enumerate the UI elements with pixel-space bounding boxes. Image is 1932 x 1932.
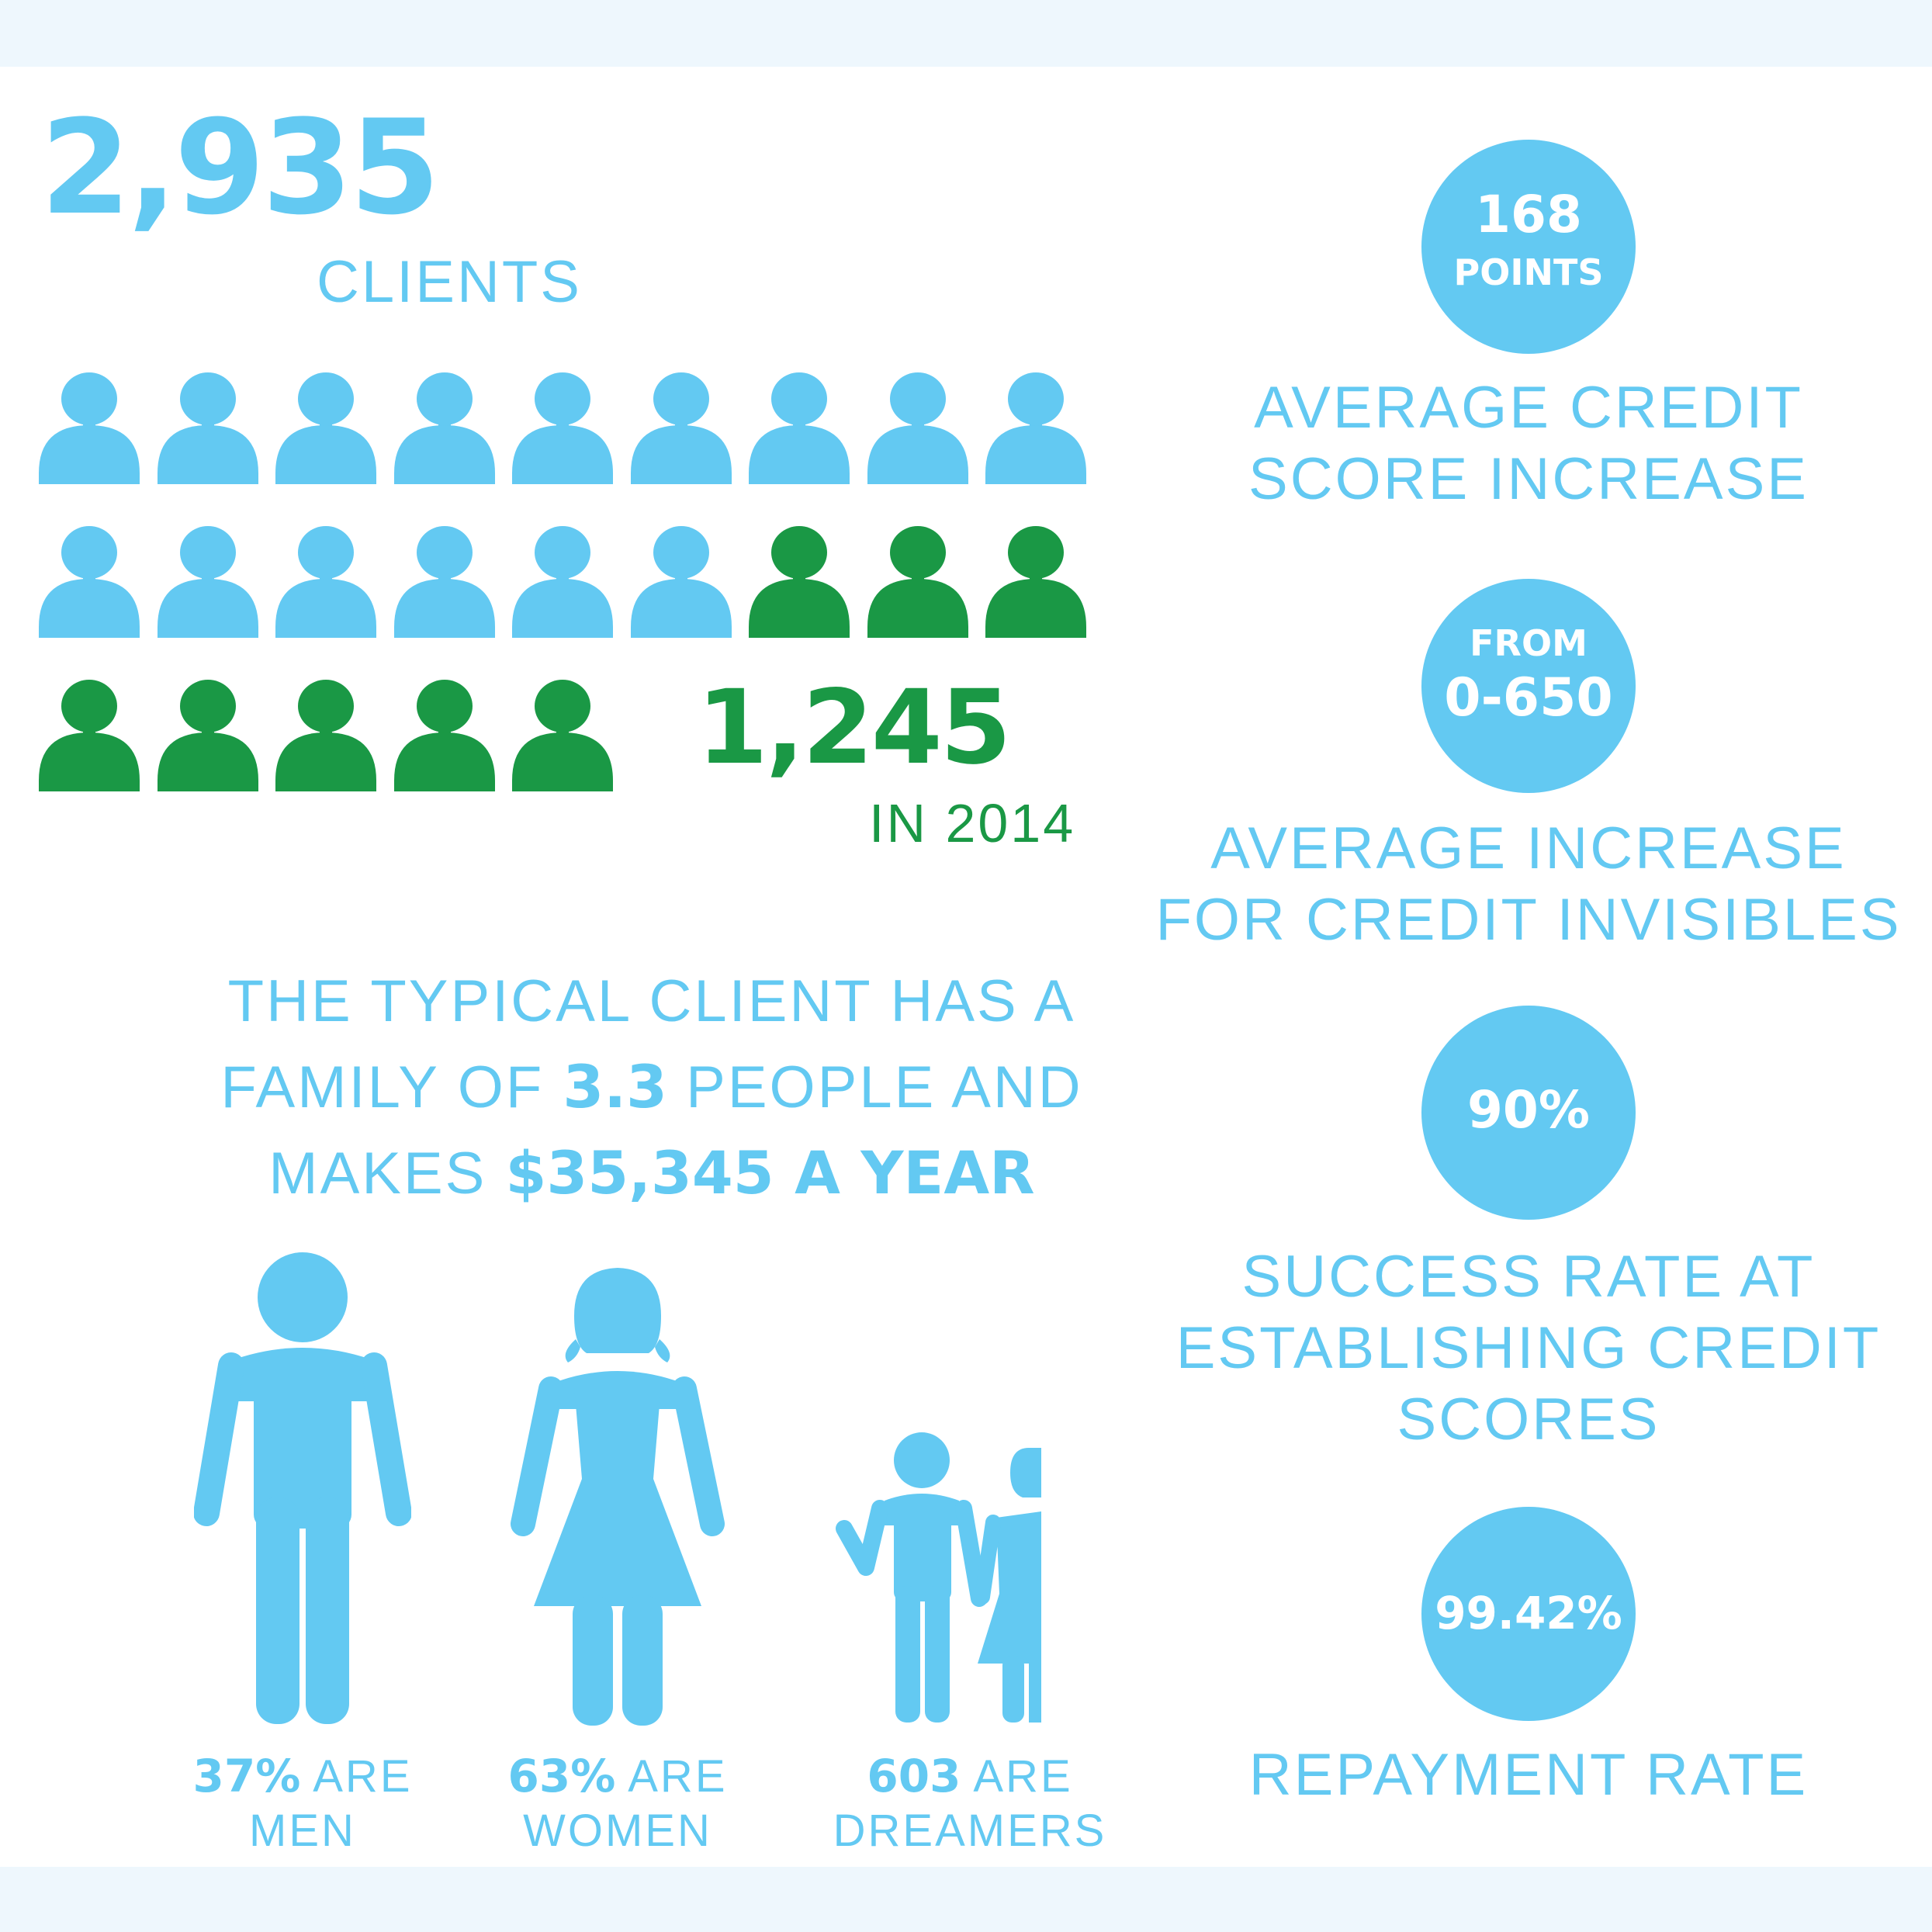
- typical-line-2-suffix: PEOPLE AND: [667, 1054, 1083, 1120]
- person-icon: [393, 371, 495, 484]
- women-percent: 63%: [507, 1750, 616, 1802]
- clients-2014-label: IN 2014: [869, 793, 1076, 853]
- credit-increase-unit: POINTS: [1453, 251, 1604, 293]
- credit-increase-description: AVERAGE CREDIT SCORE INCREASE: [1133, 372, 1924, 515]
- success-line-1: SUCCESS RATE AT: [1241, 1244, 1816, 1310]
- person-icon: [157, 525, 258, 638]
- person-icon: [39, 525, 140, 638]
- men-label: 37% ARE MEN: [124, 1749, 481, 1858]
- clients-count: 2,935: [40, 92, 440, 244]
- man-icon: [194, 1249, 411, 1726]
- family-size-value: 3.3: [563, 1052, 668, 1121]
- clients-2014-count: 1,245: [697, 668, 1012, 788]
- person-icon: [867, 371, 968, 484]
- children-icon: [830, 1431, 1047, 1726]
- person-icon: [275, 525, 376, 638]
- repayment-description: REPAYMENT RATE: [1133, 1740, 1924, 1811]
- men-label-suffix: ARE: [300, 1751, 413, 1802]
- invisibles-circle: FROM 0-650: [1421, 579, 1636, 793]
- men-percent: 37%: [192, 1750, 301, 1802]
- men-label-line-2: MEN: [249, 1806, 356, 1856]
- dreamers-label-line-1: 603 ARE: [791, 1749, 1148, 1804]
- repayment-value: 99.42%: [1435, 1587, 1622, 1639]
- credit-increase-line-1: AVERAGE CREDIT: [1254, 375, 1803, 441]
- clients-label: CLIENTS: [317, 249, 582, 315]
- person-icon: [867, 525, 968, 638]
- person-icon: [630, 525, 732, 638]
- typical-line-2: FAMILY OF 3.3 PEOPLE AND: [202, 1044, 1102, 1130]
- credit-increase-value: 168: [1475, 185, 1582, 244]
- dreamers-count: 603: [867, 1750, 961, 1802]
- success-circle: 90%: [1421, 1006, 1636, 1220]
- men-label-line-1: 37% ARE: [124, 1749, 481, 1804]
- credit-increase-circle: 168 POINTS: [1421, 140, 1636, 354]
- people-icon-grid: [39, 371, 1094, 791]
- person-icon: [749, 525, 850, 638]
- credit-increase-line-2: SCORE INCREASE: [1248, 446, 1809, 512]
- success-line-2: ESTABLISHING CREDIT: [1175, 1315, 1882, 1381]
- invisibles-line-1: AVERAGE INCREASE: [1210, 815, 1847, 881]
- person-icon: [749, 371, 850, 484]
- dreamers-label: 603 ARE DREAMERS: [791, 1749, 1148, 1858]
- typical-line-3: MAKES $35,345 A YEAR: [202, 1130, 1102, 1217]
- invisibles-value: 0-650: [1444, 667, 1613, 729]
- women-label: 63% ARE WOMEN: [439, 1749, 796, 1858]
- person-icon: [275, 678, 376, 791]
- success-line-3: SCORES: [1397, 1387, 1660, 1452]
- dreamers-label-suffix: ARE: [961, 1751, 1073, 1802]
- woman-icon: [509, 1262, 726, 1727]
- person-icon: [512, 678, 613, 791]
- women-label-suffix: ARE: [615, 1751, 728, 1802]
- income-value: $35,345 A YEAR: [505, 1138, 1035, 1207]
- dreamers-label-line-2: DREAMERS: [833, 1806, 1107, 1856]
- person-icon: [985, 525, 1086, 638]
- invisibles-description: AVERAGE INCREASE FOR CREDIT INVISIBLES: [1133, 813, 1924, 956]
- person-icon: [985, 371, 1086, 484]
- repayment-line-1: REPAYMENT RATE: [1248, 1742, 1809, 1808]
- bottom-band: [0, 1867, 1932, 1932]
- person-icon: [512, 525, 613, 638]
- repayment-circle: 99.42%: [1421, 1507, 1636, 1721]
- top-band: [0, 0, 1932, 67]
- typical-line-3-prefix: MAKES: [268, 1141, 506, 1207]
- person-icon: [157, 678, 258, 791]
- invisibles-line-2: FOR CREDIT INVISIBLES: [1155, 887, 1902, 953]
- person-icon: [39, 371, 140, 484]
- invisibles-prefix: FROM: [1470, 622, 1587, 664]
- person-icon: [630, 371, 732, 484]
- women-label-line-1: 63% ARE: [439, 1749, 796, 1804]
- person-icon: [275, 371, 376, 484]
- typical-line-1: THE TYPICAL CLIENT HAS A: [227, 968, 1076, 1034]
- person-icon: [157, 371, 258, 484]
- person-icon: [512, 371, 613, 484]
- person-icon: [393, 525, 495, 638]
- success-description: SUCCESS RATE AT ESTABLISHING CREDIT SCOR…: [1133, 1241, 1924, 1456]
- typical-line-2-prefix: FAMILY OF: [220, 1054, 563, 1120]
- typical-client-text: THE TYPICAL CLIENT HAS A FAMILY OF 3.3 P…: [202, 959, 1102, 1217]
- person-icon: [393, 678, 495, 791]
- person-icon: [39, 678, 140, 791]
- women-label-line-2: WOMEN: [523, 1806, 712, 1856]
- success-value: 90%: [1467, 1080, 1590, 1140]
